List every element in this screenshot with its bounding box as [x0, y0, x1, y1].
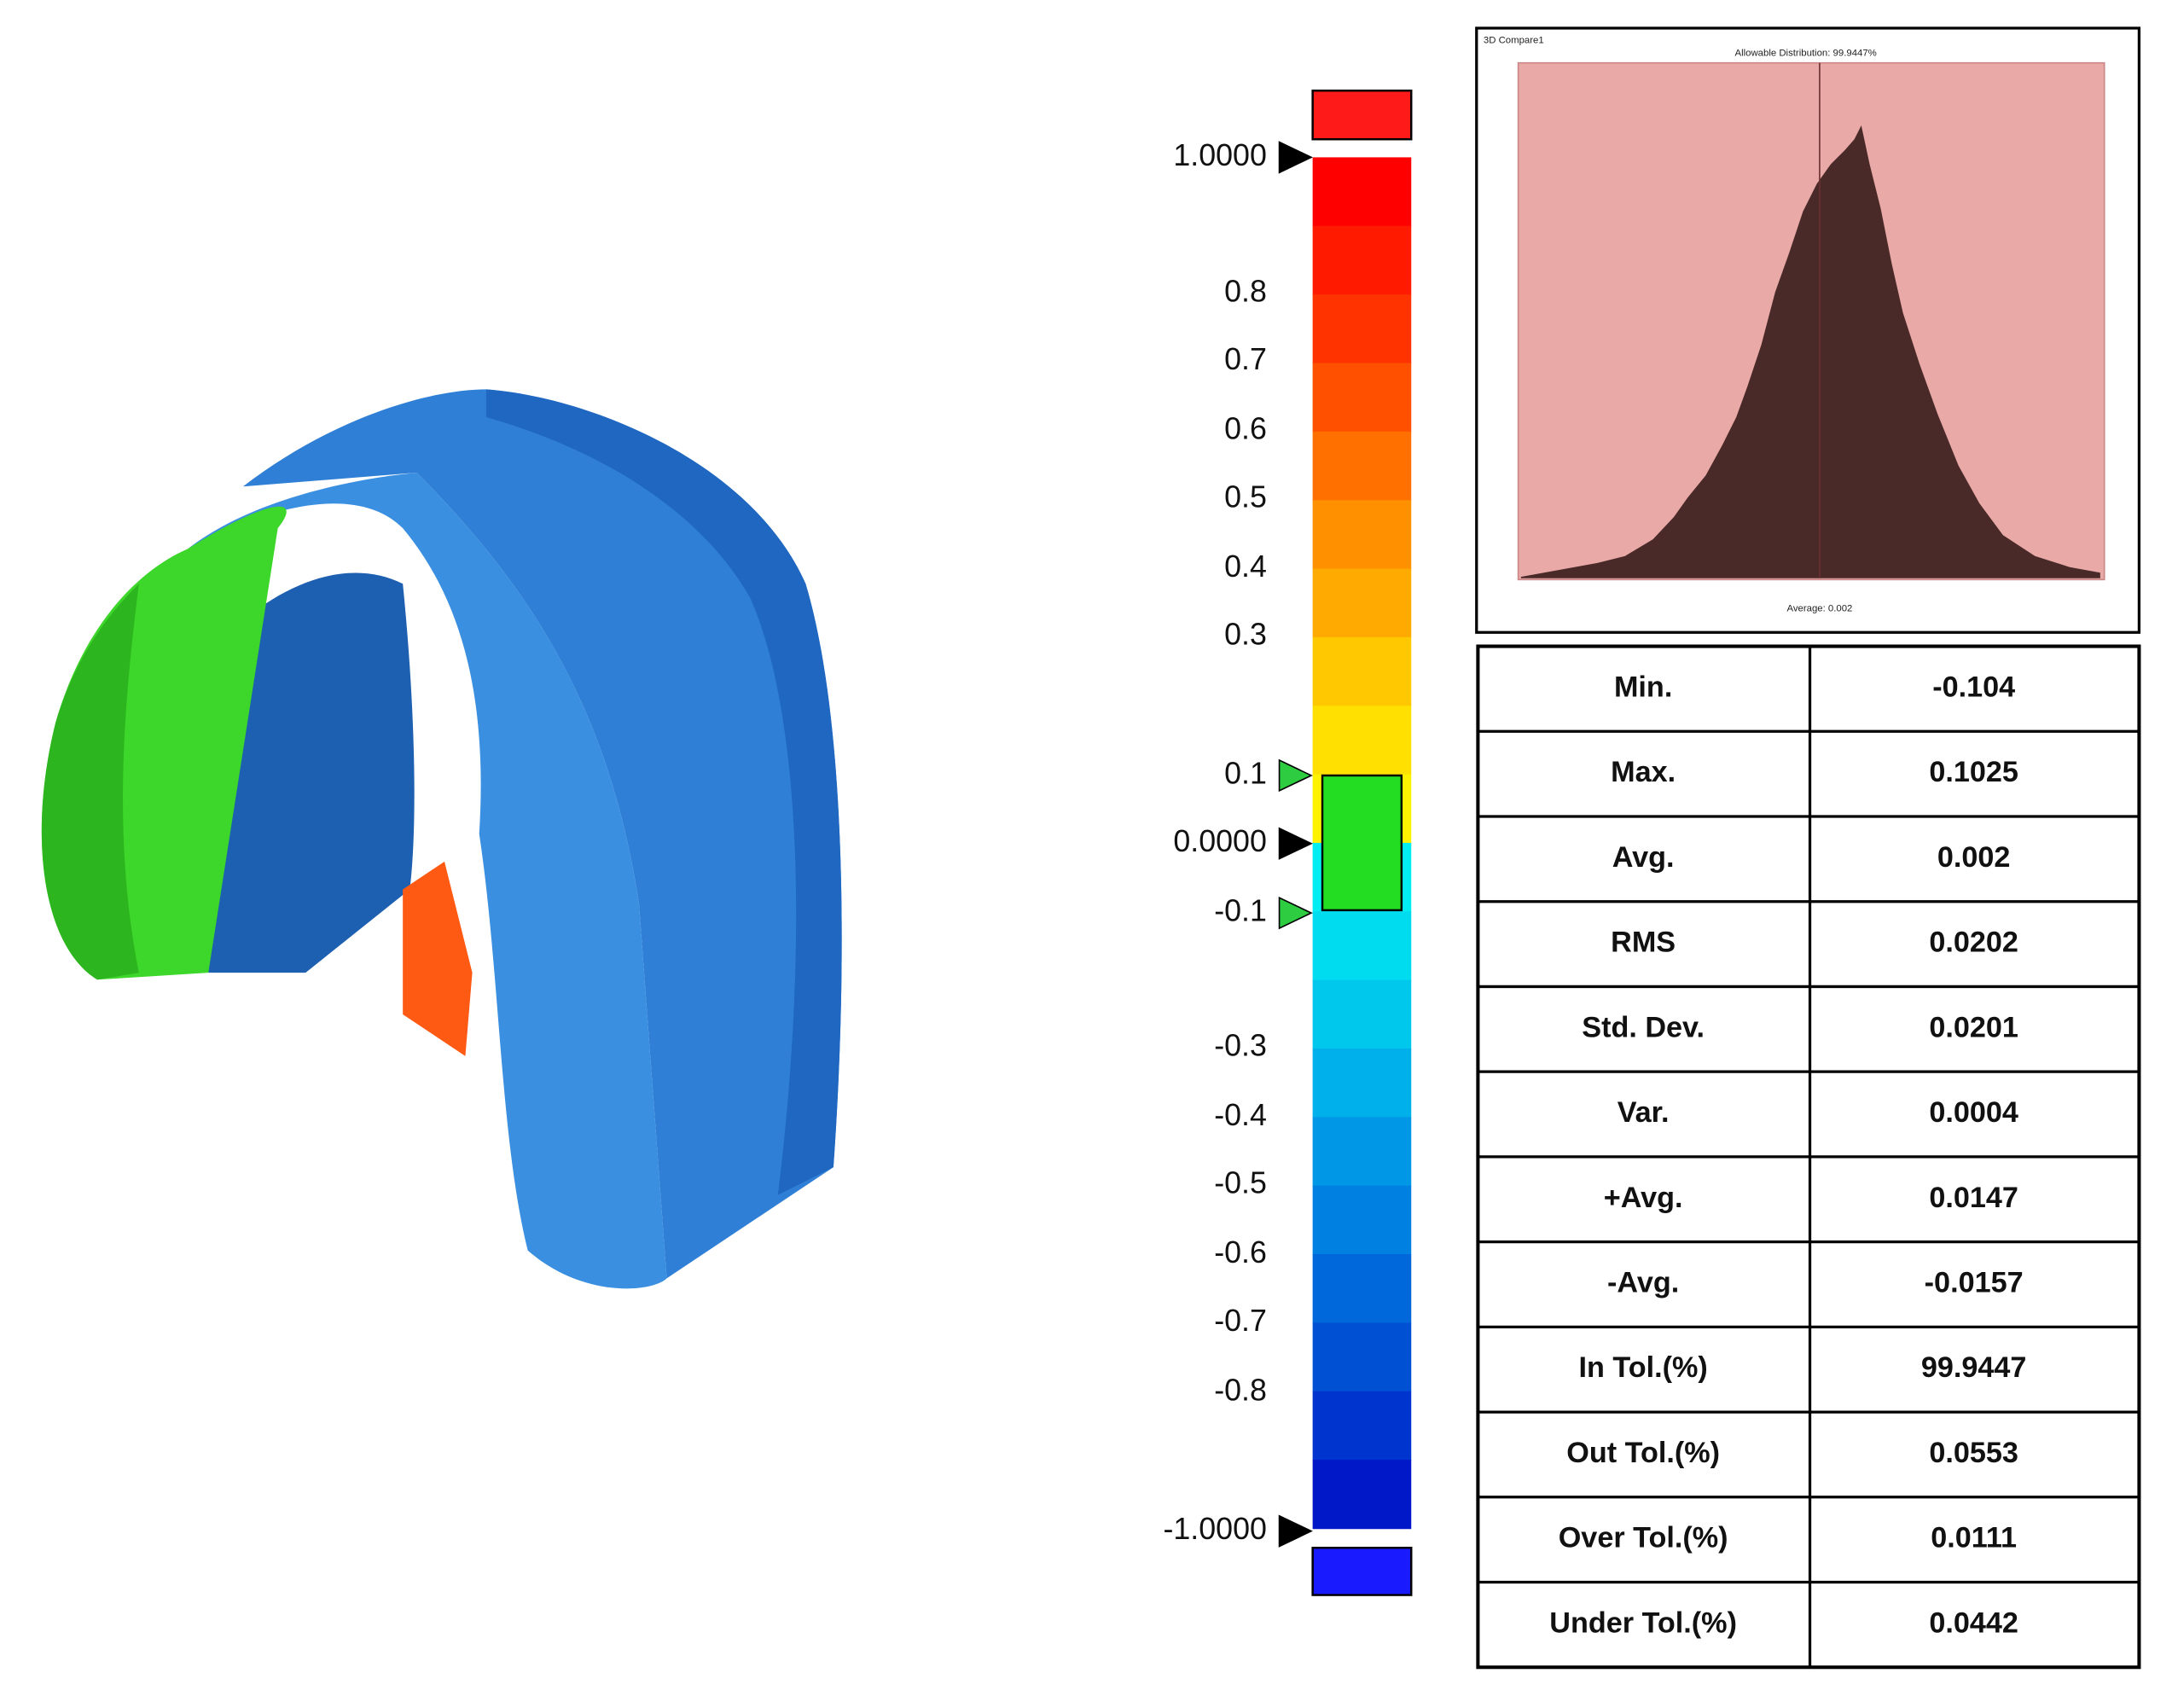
color-bar-label: -0.4: [1214, 1098, 1267, 1132]
color-segment: [1312, 431, 1412, 501]
stat-value: 0.0147: [1929, 1182, 2018, 1214]
label-arrow: [1278, 141, 1313, 174]
label-arrow: [1278, 896, 1313, 930]
color-segment: [1312, 1048, 1412, 1118]
under-swatch: [1311, 1547, 1413, 1596]
stat-value: -0.0157: [1925, 1267, 2024, 1299]
color-segment: [1312, 1322, 1412, 1392]
color-bar-label: -0.3: [1214, 1029, 1267, 1063]
stat-value: 0.0442: [1929, 1606, 2018, 1639]
color-segment: [1312, 1460, 1412, 1530]
color-bar-label: -0.1: [1214, 894, 1267, 928]
color-bar-label: -1.0000: [1163, 1512, 1266, 1546]
color-bar-label: -0.5: [1214, 1166, 1267, 1200]
histogram-panel: 3D Compare1 Allowable Distribution: 99.9…: [1475, 26, 2141, 634]
color-bar-label: 0.3: [1224, 618, 1267, 652]
distribution: [1520, 125, 2100, 578]
color-segment: [1312, 1117, 1412, 1187]
stat-name: Min.: [1614, 671, 1672, 703]
stat-name: -Avg.: [1607, 1267, 1679, 1299]
label-arrow: [1278, 1514, 1313, 1548]
stat-value: 0.0111: [1931, 1522, 2017, 1554]
stat-value: -0.104: [1932, 671, 2015, 703]
color-segment: [1312, 979, 1412, 1049]
color-bar-label: 1.0000: [1173, 138, 1267, 172]
stats-table: Min. -0.104 Max. 0.1025 Avg. 0.002 RMS 0.0202 St…: [1476, 644, 2141, 1670]
color-segment: [1312, 294, 1412, 364]
stat-value: 0.0201: [1929, 1011, 2018, 1043]
color-bar-label: 0.5: [1224, 479, 1267, 514]
stat-name: Avg.: [1612, 841, 1675, 874]
color-segment: [1312, 225, 1412, 295]
stat-value: 0.1025: [1929, 756, 2018, 788]
stat-value: 0.0004: [1929, 1096, 2018, 1129]
color-segment: [1312, 1185, 1412, 1255]
color-segment: [1312, 568, 1412, 638]
stat-value: 99.9447: [1921, 1351, 2027, 1384]
stat-name: In Tol.(%): [1579, 1351, 1708, 1384]
histogram-title: 3D Compare1: [1484, 36, 1544, 46]
color-bar-label: -0.6: [1214, 1235, 1267, 1269]
stat-name: Over Tol.(%): [1559, 1522, 1728, 1554]
color-segment: [1312, 1391, 1412, 1461]
label-arrow: [1278, 758, 1313, 793]
color-bar-label: 0.0000: [1173, 824, 1267, 858]
color-segment: [1312, 157, 1412, 227]
histogram-subtitle: Allowable Distribution: 99.9447%: [1734, 48, 1876, 58]
3d-model: [41, 389, 842, 1289]
color-bar-label: -0.7: [1214, 1304, 1267, 1338]
stat-value: 0.0553: [1929, 1437, 2018, 1469]
color-segment: [1312, 706, 1412, 776]
color-bar-label: 0.7: [1224, 342, 1267, 376]
stat-value: 0.0202: [1929, 927, 2018, 959]
color-segment: [1312, 363, 1412, 433]
stat-name: Var.: [1618, 1096, 1670, 1129]
stat-name: Max.: [1611, 756, 1676, 788]
stat-value: 0.002: [1937, 841, 2011, 874]
color-bar-label: 0.4: [1224, 549, 1267, 584]
color-segment: [1312, 500, 1412, 570]
color-bar-label: 0.8: [1224, 274, 1267, 308]
stat-name: Out Tol.(%): [1566, 1437, 1720, 1469]
color-bar: 1.0000 0.8 0.7 0.6 0.5 0.4 0.3 0.1 0.0000 -0.1 -0.…: [1163, 90, 1413, 1596]
stat-name: RMS: [1611, 927, 1676, 959]
color-bar-label: 0.6: [1224, 412, 1267, 446]
tolerance-band: [1321, 774, 1403, 912]
color-segment: [1312, 911, 1412, 981]
label-arrow: [1278, 827, 1313, 860]
color-bar-label: 0.1: [1224, 756, 1267, 790]
stat-name: Std. Dev.: [1582, 1011, 1705, 1043]
color-segment: [1312, 636, 1412, 707]
over-swatch: [1311, 90, 1413, 141]
stat-name: +Avg.: [1604, 1182, 1683, 1214]
color-bar-label: -0.8: [1214, 1373, 1267, 1407]
color-segment: [1312, 1254, 1412, 1324]
stat-name: Under Tol.(%): [1549, 1606, 1737, 1639]
histogram-footer: Average: 0.002: [1786, 604, 1852, 614]
